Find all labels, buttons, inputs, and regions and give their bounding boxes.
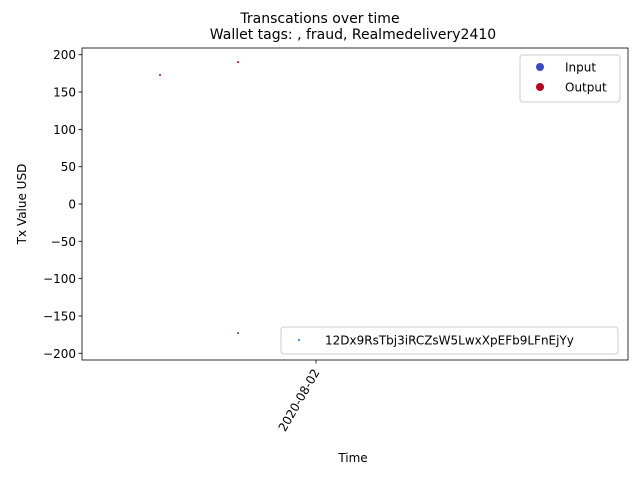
y-tick-label: 200	[53, 48, 76, 62]
y-tick-label: 100	[53, 123, 76, 137]
chart-title: Wallet tags: , fraud, Realmedelivery2410	[210, 27, 496, 43]
legend-marker-wallet	[298, 339, 300, 341]
legend-label-output: Output	[565, 81, 607, 95]
x-axis-label: Time	[337, 451, 367, 465]
legend-lower-box	[280, 326, 619, 355]
legend-upper: Input Output	[519, 54, 621, 103]
plot-area: 200 150 100 50 0 −50 −100 −150 −200 2020-08-02	[43, 47, 629, 434]
legend-label-input: Input	[565, 61, 596, 75]
legend-marker-output	[536, 83, 544, 91]
y-tick-label: −50	[51, 235, 76, 249]
y-tick-label: 50	[61, 160, 76, 174]
legend-upper-box	[519, 54, 621, 103]
y-axis-label: Tx Value USD	[15, 164, 29, 246]
legend-label-wallet: 12Dx9RsTbj3iRCZsW5LwxXpEFb9LFnEjYy	[325, 334, 574, 348]
chart-suptitle: Transcations over time	[239, 11, 399, 27]
x-tick-label: 2020-08-02	[276, 367, 323, 434]
y-tick-label: 150	[53, 86, 76, 100]
y-tick-label: 0	[68, 198, 76, 212]
data-point-input	[237, 332, 239, 335]
y-tick-label: −200	[43, 347, 76, 361]
y-tick-label: −100	[43, 272, 76, 286]
data-point-output	[159, 73, 161, 76]
data-point-output	[237, 61, 239, 64]
y-tick-label: −150	[43, 309, 76, 323]
legend-lower: 12Dx9RsTbj3iRCZsW5LwxXpEFb9LFnEjYy	[280, 326, 619, 355]
legend-marker-input	[536, 63, 544, 71]
